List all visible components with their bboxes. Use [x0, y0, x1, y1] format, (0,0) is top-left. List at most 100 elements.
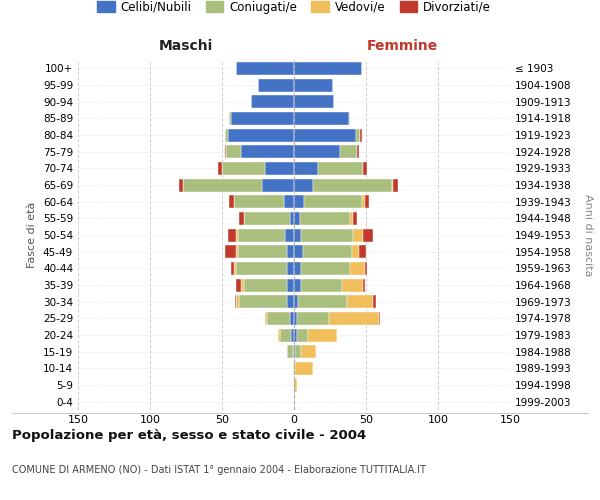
Bar [287, 245, 294, 258]
Bar [291, 328, 294, 342]
Bar [352, 245, 359, 258]
Bar [258, 78, 294, 92]
Bar [287, 295, 294, 308]
Bar [356, 128, 360, 141]
Bar [225, 245, 236, 258]
Bar [278, 328, 280, 342]
Bar [265, 162, 294, 175]
Bar [294, 362, 295, 375]
Bar [360, 128, 362, 141]
Bar [287, 278, 294, 291]
Bar [294, 245, 302, 258]
Bar [233, 195, 284, 208]
Bar [362, 195, 365, 208]
Bar [229, 112, 230, 125]
Bar [297, 328, 308, 342]
Bar [287, 262, 294, 275]
Bar [236, 228, 238, 241]
Bar [350, 262, 365, 275]
Bar [262, 178, 294, 192]
Bar [294, 95, 334, 108]
Bar [294, 195, 304, 208]
Bar [350, 212, 353, 225]
Bar [230, 112, 294, 125]
Bar [294, 145, 340, 158]
Bar [347, 295, 373, 308]
Bar [218, 162, 222, 175]
Bar [294, 295, 298, 308]
Bar [313, 178, 392, 192]
Bar [329, 312, 379, 325]
Bar [280, 328, 291, 342]
Bar [236, 62, 294, 75]
Bar [235, 295, 236, 308]
Bar [226, 145, 241, 158]
Bar [379, 312, 380, 325]
Bar [293, 345, 294, 358]
Bar [251, 95, 294, 108]
Bar [294, 162, 319, 175]
Bar [228, 228, 236, 241]
Bar [290, 212, 294, 225]
Bar [294, 312, 297, 325]
Bar [225, 128, 228, 141]
Bar [373, 295, 376, 308]
Bar [238, 228, 286, 241]
Bar [363, 278, 365, 291]
Bar [294, 278, 301, 291]
Y-axis label: Fasce di età: Fasce di età [28, 202, 37, 268]
Bar [287, 345, 293, 358]
Bar [353, 212, 358, 225]
Bar [300, 212, 350, 225]
Bar [294, 228, 301, 241]
Bar [239, 295, 287, 308]
Bar [298, 295, 347, 308]
Bar [233, 262, 236, 275]
Text: Maschi: Maschi [159, 38, 213, 52]
Bar [179, 178, 183, 192]
Bar [353, 228, 363, 241]
Bar [301, 278, 341, 291]
Bar [294, 378, 297, 392]
Bar [225, 145, 226, 158]
Bar [294, 212, 300, 225]
Legend: Celibi/Nubili, Coniugati/e, Vedovi/e, Divorziati/e: Celibi/Nubili, Coniugati/e, Vedovi/e, Di… [92, 0, 496, 18]
Bar [183, 178, 262, 192]
Bar [302, 245, 352, 258]
Bar [359, 245, 366, 258]
Bar [236, 278, 241, 291]
Text: Femmine: Femmine [367, 38, 437, 52]
Bar [244, 278, 287, 291]
Bar [284, 195, 294, 208]
Bar [319, 162, 363, 175]
Bar [293, 362, 294, 375]
Bar [236, 295, 239, 308]
Bar [266, 312, 290, 325]
Bar [294, 178, 313, 192]
Bar [365, 195, 369, 208]
Bar [236, 245, 238, 258]
Bar [241, 278, 244, 291]
Bar [301, 262, 350, 275]
Bar [236, 262, 287, 275]
Bar [239, 212, 244, 225]
Bar [265, 312, 266, 325]
Bar [294, 78, 333, 92]
Bar [363, 228, 373, 241]
Bar [363, 162, 367, 175]
Bar [358, 145, 359, 158]
Bar [301, 345, 316, 358]
Bar [349, 112, 350, 125]
Bar [365, 262, 367, 275]
Bar [308, 328, 337, 342]
Bar [392, 178, 394, 192]
Bar [304, 195, 362, 208]
Bar [290, 312, 294, 325]
Text: Anni di nascita: Anni di nascita [583, 194, 593, 276]
Bar [294, 112, 349, 125]
Bar [228, 128, 294, 141]
Bar [294, 262, 301, 275]
Bar [286, 228, 294, 241]
Bar [294, 62, 362, 75]
Bar [301, 228, 353, 241]
